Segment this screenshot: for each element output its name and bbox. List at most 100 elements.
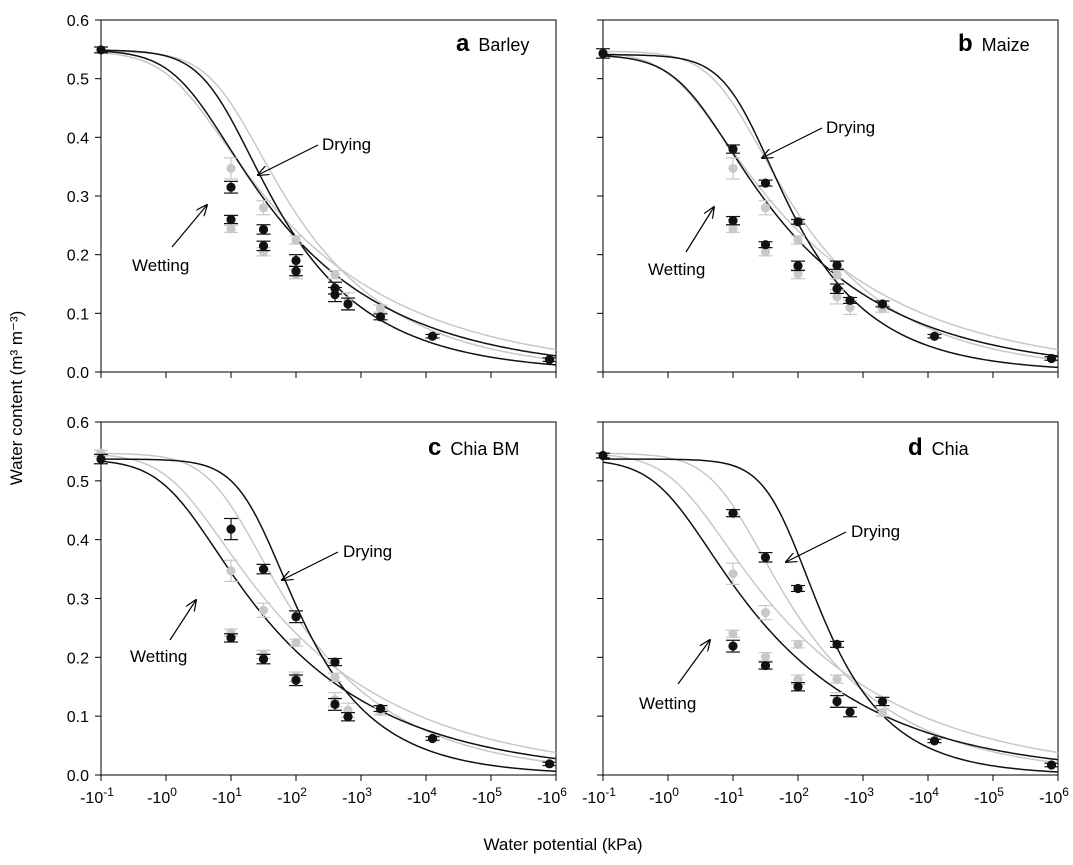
x-tick-exponent: 2 [300,785,307,799]
x-tick-exponent: -1 [605,785,616,799]
dark-data-point [258,564,269,574]
dark-data-point [427,331,438,341]
dark-data-point [929,736,940,746]
light-data-point [375,304,386,314]
panel-name: Maize [982,35,1030,55]
x-tick-exponent: 4 [932,785,939,799]
wetting-label: Wetting [648,260,705,279]
y-tick-label: 0.1 [67,306,89,323]
dark-data-point [760,552,771,562]
dark-data-point [330,289,340,300]
light-data-point [793,269,803,279]
x-tick-label: -10-1 [80,785,114,807]
dark-data-point [832,284,842,294]
x-tick-label: -102 [779,785,809,807]
light-data-point [832,270,842,280]
x-tick-exponent: 0 [170,785,177,799]
dark-data-point [291,612,301,622]
dark-data-point [343,299,353,309]
panel-letter: c [428,434,441,461]
x-tick-label: -102 [277,785,307,807]
x-tick-exponent: 2 [802,785,809,799]
light-data-point [728,163,738,174]
dark-drying-curve [101,458,556,773]
x-tick-label: -105 [974,785,1004,807]
y-axis-title: Water content (m³ m⁻³) [7,311,26,486]
drying-arrow [762,127,823,158]
x-tick-exponent: 1 [235,785,242,799]
dark-data-point [728,508,738,518]
x-tick-exponent: 5 [997,785,1004,799]
light-data-point [832,674,842,684]
panel-name: Barley [478,35,529,55]
dark-data-point [544,759,555,769]
dark-data-point [1046,353,1057,364]
dark-data-point [226,214,236,225]
panel-name: Chia [932,439,970,459]
wetting-arrow [677,640,710,685]
dark-data-point [544,355,555,365]
x-tick-label: -101 [714,785,744,807]
y-tick-label: 0.4 [67,130,89,147]
dark-data-point [760,660,771,671]
light-data-point [728,629,738,639]
dark-data-point [728,144,738,154]
dark-data-point [832,639,842,649]
dark-drying-curve [603,53,1058,369]
y-tick-label: 0.6 [67,13,89,30]
panel-a: 0.0 0.1 0.2 0.3 0.4 0.5 0.6 a Barley Drying Wettin… [67,13,557,382]
dark-data-point [877,299,888,309]
dark-data-point [96,454,106,464]
dark-drying-curve [101,49,556,366]
x-tick-exponent: 6 [560,785,567,799]
light-data-point [845,302,855,313]
drying-arrow [786,531,847,562]
y-tick-label: 0.5 [67,72,89,89]
drying-arrow [282,551,339,580]
x-tick-exponent: 3 [867,785,874,799]
light-wetting-curve [603,52,1058,351]
panel-frame [602,421,1059,776]
light-data-point [877,708,888,718]
panel-frame [100,421,557,776]
light-data-point [226,163,236,174]
drying-label: Drying [851,522,900,541]
light-data-point [832,292,842,302]
dark-data-point [845,707,855,717]
dark-data-point [226,182,236,192]
dark-data-point [845,295,855,306]
dark-data-point [258,224,269,235]
panel-frame [602,19,1059,373]
dark-data-point [226,524,236,534]
x-tick-exponent: -1 [103,785,114,799]
x-tick-label: -106 [537,785,567,807]
drying-label: Drying [322,135,371,154]
x-tick-label: -10-1 [582,785,616,807]
drying-label: Drying [826,118,875,137]
y-tick-label: 0.2 [67,248,89,265]
dark-data-point [793,217,803,227]
dark-data-point [793,682,803,692]
dark-data-point [728,641,738,651]
light-data-point [760,652,771,662]
y-tick-label: 0.6 [67,415,89,432]
drying-arrow [258,144,319,175]
light-data-point [760,247,771,257]
y-tick-label: 0.3 [67,189,89,206]
dark-data-point [258,241,269,251]
dark-data-point [1046,760,1057,770]
dark-data-point [793,583,803,594]
dark-wetting-curve [101,50,556,357]
panel-letter: d [908,434,923,461]
light-data-point [330,270,340,280]
panel-letter: b [958,30,973,57]
dark-data-point [427,733,438,744]
wetting-label: Wetting [132,256,189,275]
wetting-arrow [169,600,196,641]
x-tick-label: -100 [147,785,177,807]
y-tick-label: 0.1 [67,709,89,726]
dark-data-point [96,45,106,55]
dark-data-point [832,260,842,270]
dark-data-point [832,696,842,707]
light-data-point [793,675,803,685]
